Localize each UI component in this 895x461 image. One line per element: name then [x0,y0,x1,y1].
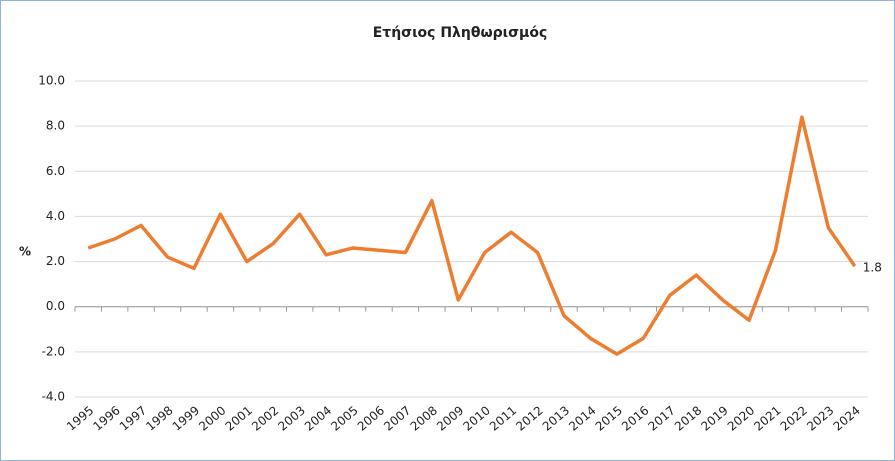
line-series [87,115,857,356]
y-tick-label: 2.0 [46,254,65,268]
y-tick-label: 8.0 [46,119,65,133]
data-label: 1.8 [863,261,882,275]
y-tick-label: 4.0 [46,209,65,223]
chart-title: Ετήσιος Πληθωρισμός [373,25,548,41]
y-tick-label: -2.0 [42,344,65,358]
y-tick-label: 10.0 [38,74,65,88]
y-tick-label: 6.0 [46,164,65,178]
y-tick-label: -4.0 [42,390,65,404]
y-tick-label: 0.0 [46,299,65,313]
y-axis-label: % [19,245,31,259]
